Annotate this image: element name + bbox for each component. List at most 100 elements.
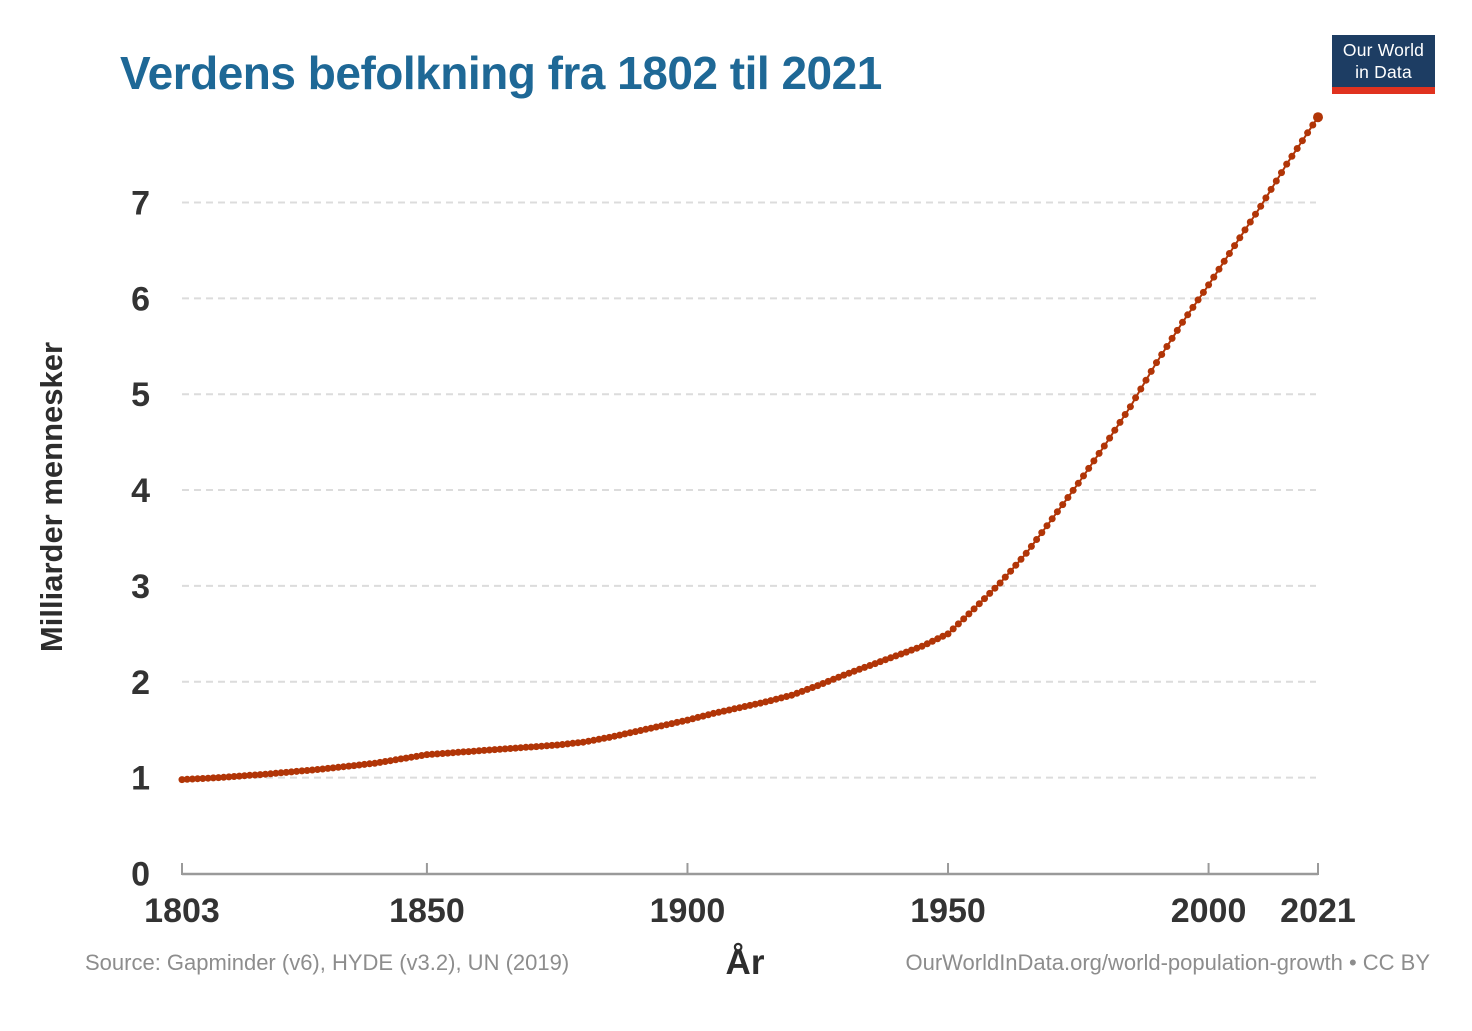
data-point[interactable] xyxy=(334,763,342,771)
data-point[interactable] xyxy=(1309,121,1317,129)
population-series[interactable] xyxy=(178,112,1324,784)
data-point[interactable] xyxy=(1147,367,1155,375)
data-point[interactable] xyxy=(1100,442,1108,450)
data-point[interactable] xyxy=(465,748,473,756)
data-point[interactable] xyxy=(428,750,436,758)
data-point[interactable] xyxy=(1189,303,1197,311)
data-point[interactable] xyxy=(1027,542,1035,550)
data-point[interactable] xyxy=(1173,326,1181,334)
data-point[interactable] xyxy=(814,682,822,690)
data-point[interactable] xyxy=(194,775,202,783)
data-point[interactable] xyxy=(480,746,488,754)
data-point[interactable] xyxy=(418,752,426,759)
data-point[interactable] xyxy=(501,745,509,753)
data-point[interactable] xyxy=(1225,250,1233,257)
data-point[interactable] xyxy=(360,760,368,768)
data-point[interactable] xyxy=(485,746,493,754)
data-point[interactable] xyxy=(1163,343,1171,350)
data-point[interactable] xyxy=(621,730,629,738)
data-point[interactable] xyxy=(272,769,280,777)
data-point[interactable] xyxy=(376,758,384,766)
data-point[interactable] xyxy=(1033,536,1041,543)
data-point[interactable] xyxy=(215,774,222,782)
data-point[interactable] xyxy=(1095,449,1103,457)
data-point[interactable] xyxy=(1064,494,1072,501)
data-point[interactable] xyxy=(960,615,968,623)
data-point[interactable] xyxy=(767,697,775,705)
data-point[interactable] xyxy=(861,663,869,671)
data-point[interactable] xyxy=(1194,296,1202,304)
data-point[interactable] xyxy=(928,637,936,645)
data-point[interactable] xyxy=(944,630,952,638)
data-point[interactable] xyxy=(204,774,212,782)
data-point[interactable] xyxy=(611,732,618,740)
data-point[interactable] xyxy=(1241,226,1249,234)
data-point[interactable] xyxy=(965,610,973,618)
data-point[interactable] xyxy=(1126,403,1134,411)
data-point[interactable] xyxy=(512,744,519,752)
data-point[interactable] xyxy=(1272,177,1280,185)
data-point[interactable] xyxy=(553,741,561,749)
data-point[interactable] xyxy=(564,740,572,748)
data-point[interactable] xyxy=(340,763,347,771)
data-point[interactable] xyxy=(386,757,394,765)
data-point[interactable] xyxy=(1043,522,1051,530)
data-point[interactable] xyxy=(1012,561,1020,569)
data-point[interactable] xyxy=(459,748,467,756)
data-point[interactable] xyxy=(366,760,374,768)
data-point[interactable] xyxy=(585,737,592,745)
data-point[interactable] xyxy=(1090,457,1098,465)
data-point[interactable] xyxy=(642,725,650,733)
data-point[interactable] xyxy=(199,775,207,782)
data-point[interactable] xyxy=(413,752,420,760)
data-point[interactable] xyxy=(1059,501,1067,509)
data-point[interactable] xyxy=(996,579,1004,587)
data-point[interactable] xyxy=(558,741,566,748)
data-point[interactable] xyxy=(371,759,379,767)
data-point[interactable] xyxy=(1246,218,1254,226)
data-point[interactable] xyxy=(225,773,233,781)
data-point[interactable] xyxy=(251,771,259,779)
data-point[interactable] xyxy=(1074,479,1082,487)
data-point[interactable] xyxy=(256,771,264,779)
data-point[interactable] xyxy=(730,705,738,713)
data-point[interactable] xyxy=(548,741,556,749)
data-point[interactable] xyxy=(741,703,749,710)
data-point[interactable] xyxy=(1313,112,1323,123)
data-point[interactable] xyxy=(298,767,306,775)
data-point[interactable] xyxy=(1252,210,1259,218)
data-point[interactable] xyxy=(1184,311,1192,319)
data-point[interactable] xyxy=(626,729,634,737)
data-point[interactable] xyxy=(287,768,295,776)
data-point[interactable] xyxy=(496,745,504,753)
data-point[interactable] xyxy=(345,762,353,770)
data-point[interactable] xyxy=(329,764,337,772)
data-point[interactable] xyxy=(1069,486,1077,494)
data-point[interactable] xyxy=(652,723,660,731)
data-point[interactable] xyxy=(1111,426,1119,434)
data-point[interactable] xyxy=(355,761,363,769)
data-point[interactable] xyxy=(527,743,535,751)
data-point[interactable] xyxy=(986,589,994,597)
data-point[interactable] xyxy=(574,739,582,747)
data-point[interactable] xyxy=(1278,169,1285,177)
data-point[interactable] xyxy=(532,743,540,751)
data-point[interactable] xyxy=(1220,257,1228,265)
data-point[interactable] xyxy=(1257,202,1265,210)
data-point[interactable] xyxy=(1205,281,1213,289)
data-point[interactable] xyxy=(1022,549,1030,557)
data-point[interactable] xyxy=(590,736,598,744)
data-point[interactable] xyxy=(1267,185,1275,193)
data-point[interactable] xyxy=(277,769,285,777)
data-point[interactable] xyxy=(381,758,389,765)
data-point[interactable] xyxy=(1142,376,1150,384)
data-point[interactable] xyxy=(923,640,931,648)
data-point[interactable] xyxy=(1231,242,1239,250)
data-point[interactable] xyxy=(392,756,400,764)
data-point[interactable] xyxy=(1080,472,1087,480)
data-point[interactable] xyxy=(209,774,217,782)
data-point[interactable] xyxy=(954,620,962,628)
data-point[interactable] xyxy=(235,772,243,780)
data-point[interactable] xyxy=(324,764,332,772)
data-point[interactable] xyxy=(241,772,248,780)
